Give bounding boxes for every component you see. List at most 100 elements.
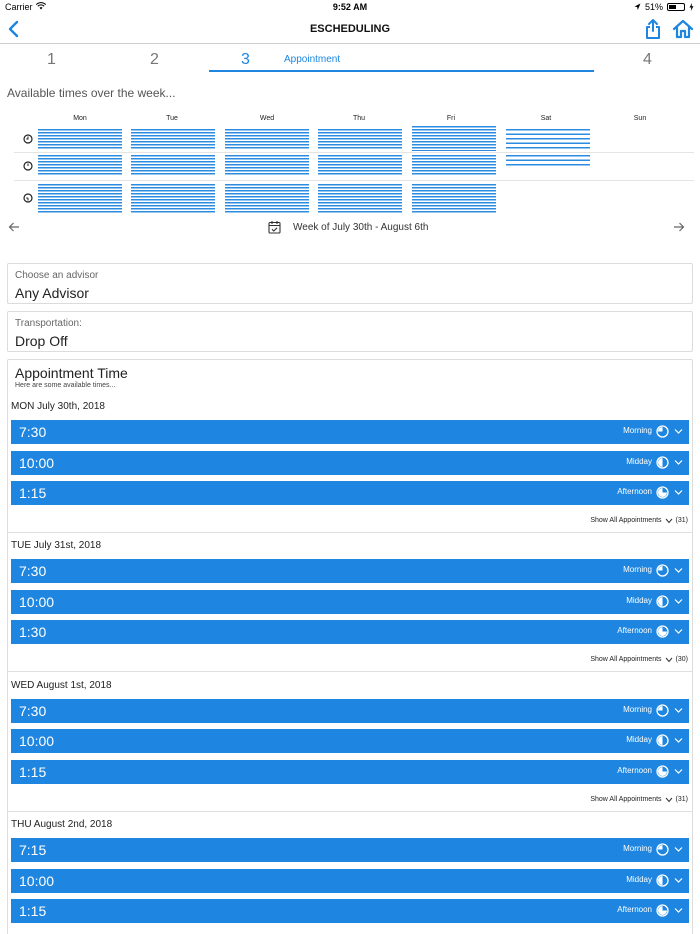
clock-icon xyxy=(656,425,669,438)
availability-cell[interactable] xyxy=(506,155,590,168)
week-navigation: Week of July 30th - August 6th xyxy=(0,218,700,238)
time-slot[interactable]: 1:30 Afternoon xyxy=(11,620,689,644)
step-4[interactable]: 4 xyxy=(643,51,652,68)
availability-cell[interactable] xyxy=(225,129,309,150)
show-all-appointments-button[interactable]: Show All Appointments (31) xyxy=(590,796,688,803)
step-3[interactable]: 3 xyxy=(241,51,250,68)
clock-icon xyxy=(656,704,669,717)
time-slot[interactable]: 1:15 Afternoon xyxy=(11,481,689,505)
previous-week-arrow-icon[interactable] xyxy=(8,221,20,233)
availability-cell[interactable] xyxy=(506,129,590,150)
availability-cell[interactable] xyxy=(38,184,122,214)
availability-cell[interactable] xyxy=(412,155,496,176)
page-title: ESCHEDULING xyxy=(309,23,391,35)
advisor-label: Choose an advisor xyxy=(15,270,99,281)
day-divider xyxy=(8,532,692,533)
time-slot[interactable]: 10:00 Midday xyxy=(11,729,689,753)
availability-cell[interactable] xyxy=(318,184,402,214)
clock-icon xyxy=(656,564,669,577)
time-slot[interactable]: 10:00 Midday xyxy=(11,590,689,614)
time-slot[interactable]: 7:30 Morning xyxy=(11,420,689,444)
battery-percent: 51% xyxy=(644,2,663,12)
active-step-label: Appointment xyxy=(284,54,341,65)
chevron-down-icon[interactable] xyxy=(674,877,683,884)
chevron-down-icon[interactable] xyxy=(674,567,683,574)
next-week-arrow-icon[interactable] xyxy=(673,221,685,233)
clock-icon xyxy=(656,595,669,608)
advisor-select[interactable]: Choose an advisor Any Advisor xyxy=(7,263,693,304)
back-chevron-icon[interactable] xyxy=(6,19,22,39)
step-2[interactable]: 2 xyxy=(150,51,159,68)
slot-time: 10:00 xyxy=(19,594,55,610)
chevron-down-icon[interactable] xyxy=(674,428,683,435)
slot-period: Morning xyxy=(623,426,652,435)
slot-time: 7:30 xyxy=(19,563,47,579)
chevron-down-icon[interactable] xyxy=(674,598,683,605)
chevron-down-icon[interactable] xyxy=(674,707,683,714)
chevron-down-icon[interactable] xyxy=(674,489,683,496)
carrier-label: Carrier xyxy=(5,2,33,12)
slot-period: Midday xyxy=(626,875,652,884)
active-step-underline xyxy=(209,70,594,72)
clock-icon xyxy=(656,765,669,778)
time-slot[interactable]: 10:00 Midday xyxy=(11,869,689,893)
chevron-down-icon[interactable] xyxy=(674,459,683,466)
chevron-down-icon[interactable] xyxy=(674,628,683,635)
slot-time: 7:30 xyxy=(19,703,47,719)
appointment-count: (31) xyxy=(675,796,688,803)
chevron-down-icon[interactable] xyxy=(674,768,683,775)
availability-cell[interactable] xyxy=(131,155,215,176)
appointment-time-card xyxy=(7,359,693,934)
status-bar: Carrier 9:52 AM 51% xyxy=(0,0,700,14)
chevron-down-icon[interactable] xyxy=(674,907,683,914)
availability-cell[interactable] xyxy=(412,184,496,214)
clock-icon xyxy=(656,456,669,469)
clock-icon xyxy=(656,734,669,747)
time-slot[interactable]: 1:15 Afternoon xyxy=(11,760,689,784)
charging-icon xyxy=(689,3,694,11)
step-1[interactable]: 1 xyxy=(47,51,56,68)
slot-time: 1:30 xyxy=(19,624,47,640)
transportation-value: Drop Off xyxy=(15,333,68,349)
availability-cell[interactable] xyxy=(131,184,215,214)
clock-icon xyxy=(656,843,669,856)
day-heading: TUE July 31st, 2018 xyxy=(11,540,102,551)
slot-period: Afternoon xyxy=(617,626,652,635)
availability-cell[interactable] xyxy=(38,155,122,176)
show-all-appointments-button[interactable]: Show All Appointments (31) xyxy=(590,517,688,524)
availability-cell[interactable] xyxy=(318,129,402,150)
chevron-down-icon[interactable] xyxy=(674,846,683,853)
availability-cell[interactable] xyxy=(131,129,215,150)
availability-cell[interactable] xyxy=(38,129,122,150)
slot-time: 7:15 xyxy=(19,842,47,858)
calendar-check-icon xyxy=(268,221,281,234)
chevron-down-icon xyxy=(665,518,672,523)
show-all-appointments-button[interactable]: Show All Appointments (30) xyxy=(590,656,688,663)
slot-period: Afternoon xyxy=(617,905,652,914)
time-slot[interactable]: 7:30 Morning xyxy=(11,699,689,723)
appointment-title: Appointment Time xyxy=(15,365,128,381)
slot-period: Midday xyxy=(626,596,652,605)
slot-period: Morning xyxy=(623,844,652,853)
home-icon[interactable] xyxy=(672,19,694,39)
time-slot[interactable]: 1:15 Afternoon xyxy=(11,899,689,923)
clock-icon xyxy=(656,625,669,638)
chevron-down-icon[interactable] xyxy=(674,737,683,744)
slot-time: 7:30 xyxy=(19,424,47,440)
day-label-tue: Tue xyxy=(166,115,178,122)
transportation-label: Transportation: xyxy=(15,318,82,329)
slot-period: Midday xyxy=(626,735,652,744)
transportation-select[interactable]: Transportation: Drop Off xyxy=(7,311,693,352)
time-slot[interactable]: 7:30 Morning xyxy=(11,559,689,583)
day-label-wed: Wed xyxy=(259,115,275,122)
time-slot[interactable]: 10:00 Midday xyxy=(11,451,689,475)
time-slot[interactable]: 7:15 Morning xyxy=(11,838,689,862)
appointment-subtitle: Here are some available times... xyxy=(15,382,116,389)
availability-cell[interactable] xyxy=(318,155,402,176)
availability-cell[interactable] xyxy=(412,126,496,151)
availability-cell[interactable] xyxy=(225,184,309,214)
slot-period: Midday xyxy=(626,457,652,466)
availability-cell[interactable] xyxy=(225,155,309,176)
share-icon[interactable] xyxy=(644,18,662,40)
availability-title: Available times over the week... xyxy=(7,86,176,100)
